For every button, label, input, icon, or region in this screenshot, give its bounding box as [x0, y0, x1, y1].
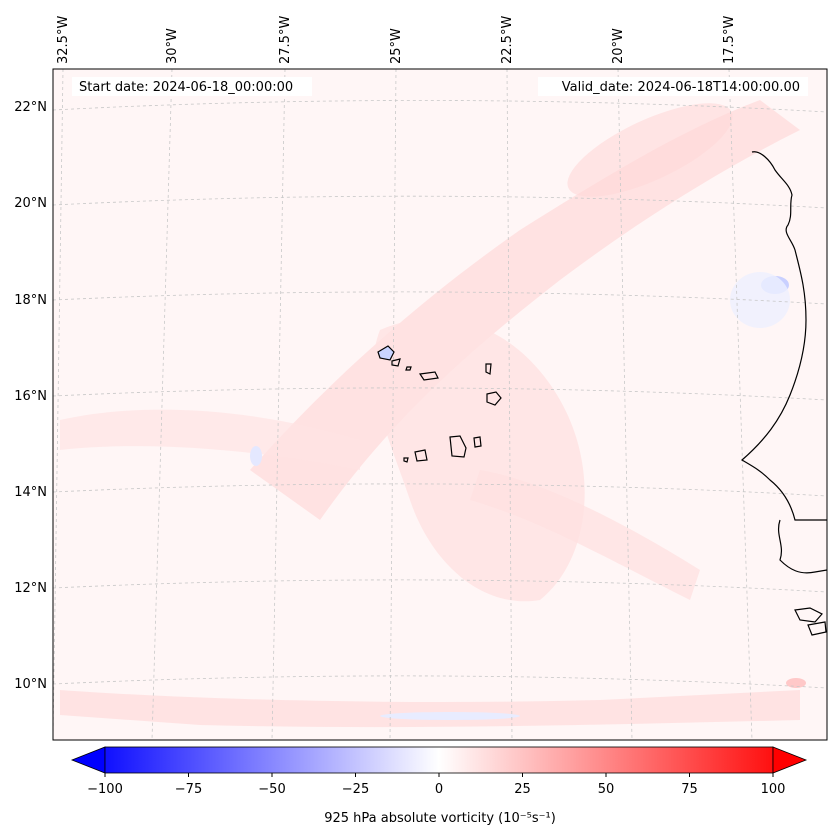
colorbar-tick-label: 0: [435, 782, 443, 797]
gridline-lon-25: [389, 69, 397, 740]
african-coastline: [740, 151, 827, 521]
lon-label-30: 30°W: [165, 28, 180, 64]
colorbar-tick-label: 50: [598, 782, 615, 797]
lon-label-32.5: 32.5°W: [56, 16, 71, 64]
vorticity-streak-west: [60, 409, 360, 470]
valid-date-box: [538, 77, 808, 96]
vorticity-negative-spot: [250, 446, 262, 466]
lat-label-14: 14°N: [14, 485, 47, 500]
vorticity-positive-spot: [786, 678, 806, 688]
lon-label-27.5: 27.5°W: [278, 16, 293, 64]
lon-label-22.5: 22.5°W: [500, 16, 515, 64]
start-date-box: [72, 77, 312, 96]
gridline-lat-20: [53, 195, 827, 209]
gambia-coastline: [777, 519, 827, 574]
island-sal: [485, 363, 492, 375]
vorticity-negative-streak: [380, 712, 520, 720]
gridline-lon-22.5: [506, 69, 513, 740]
graticule: [53, 69, 827, 740]
island-brava: [403, 457, 409, 463]
bijagos-island: [807, 621, 827, 636]
colorbar-gradient: [104, 746, 774, 774]
vorticity-patch-ne: [567, 103, 733, 197]
colorbar-min-extend: [70, 746, 106, 774]
gridline-lon-20: [617, 69, 633, 740]
valid-date-text: Valid_date: 2024-06-18T14:00:00.00: [562, 80, 800, 95]
lat-label-18: 18°N: [14, 293, 47, 308]
guinea-bissau-island: [794, 607, 823, 623]
start-date-text: Start date: 2024-06-18_00:00:00: [79, 80, 293, 95]
longitude-labels: 32.5°W 30°W 27.5°W 25°W 22.5°W 20°W 17.5…: [56, 16, 737, 64]
island-fogo: [414, 449, 428, 462]
colorbar-tick-label: −75: [175, 782, 202, 797]
colorbar-tick-label: −25: [342, 782, 369, 797]
gridline-lat-18: [53, 291, 827, 305]
gridline-lat-10: [53, 675, 827, 689]
colorbar-max-extend: [772, 746, 808, 774]
vorticity-streak-south: [60, 690, 800, 728]
island-santiago: [449, 435, 467, 458]
lat-label-20: 20°N: [14, 196, 47, 211]
vorticity-field: [53, 69, 827, 740]
gridline-lon-30: [151, 69, 173, 740]
lon-label-25: 25°W: [389, 28, 404, 64]
gridline-lat-16: [53, 387, 827, 401]
colorbar-tick-label: 75: [681, 782, 698, 797]
gridline-lat-12: [53, 579, 827, 593]
island-boa-vista: [486, 391, 502, 406]
vorticity-negative-halo: [730, 272, 790, 328]
island-maio: [473, 436, 482, 448]
colorbar: −100 −75 −50 −25 0 25 50 75 100 925 hPa absolute…: [70, 746, 808, 826]
map-frame: [52, 68, 828, 741]
gridline-lon-17.5: [728, 69, 753, 740]
island-santa-luzia: [405, 366, 412, 371]
colorbar-tick-label: −50: [258, 782, 285, 797]
vorticity-streak-east: [470, 470, 700, 600]
gridline-lon-32.5: [53, 69, 64, 740]
colorbar-tick-label: 100: [761, 782, 786, 797]
coastlines: [740, 151, 827, 636]
lon-label-17.5: 17.5°W: [722, 16, 737, 64]
vorticity-patch-center: [373, 318, 585, 602]
colorbar-tick-label: −100: [87, 782, 123, 797]
colorbar-ticks: −100 −75 −50 −25 0 25 50 75 100: [87, 773, 785, 797]
gridline-lon-27.5: [271, 69, 286, 740]
gridline-lat-14: [53, 483, 827, 497]
latitude-labels: 22°N 20°N 18°N 16°N 14°N 12°N 10°N: [14, 100, 47, 692]
lat-label-12: 12°N: [14, 581, 47, 596]
gridline-lat-22: [53, 100, 827, 113]
colorbar-label: 925 hPa absolute vorticity (10⁻⁵s⁻¹): [324, 811, 556, 826]
island-santo-antao: [377, 345, 395, 361]
cape-verde-islands: [377, 345, 502, 463]
colorbar-tick-label: 25: [514, 782, 531, 797]
lon-label-20: 20°W: [611, 28, 626, 64]
lat-label-22: 22°N: [14, 100, 47, 115]
lat-label-16: 16°N: [14, 389, 47, 404]
island-sao-vicente: [391, 358, 401, 367]
lat-label-10: 10°N: [14, 677, 47, 692]
island-sao-nicolau: [418, 371, 439, 381]
